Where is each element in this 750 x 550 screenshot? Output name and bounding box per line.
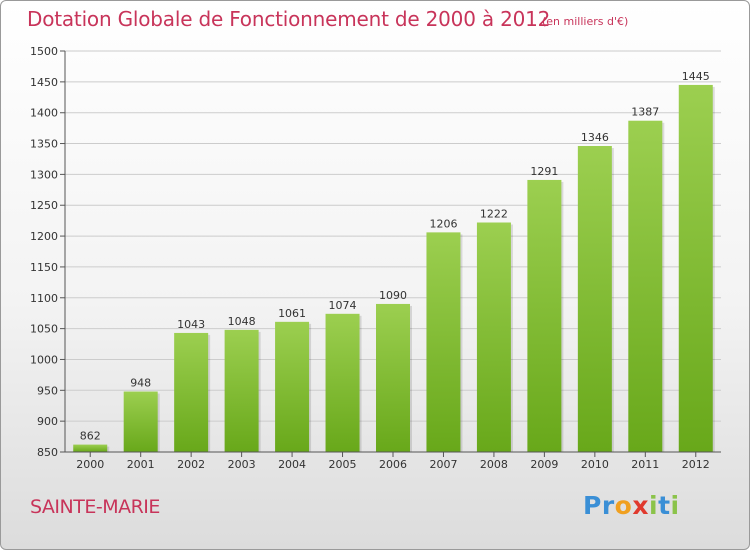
bar-2008: [476, 222, 511, 452]
x-tick-label: 2011: [631, 458, 659, 471]
bar-2006: [376, 303, 410, 452]
logo-letter: i: [649, 491, 659, 520]
y-tick-label: 1250: [30, 199, 58, 212]
bar-2007: [426, 232, 461, 452]
bar-2009: [527, 179, 562, 452]
y-tick-label: 1200: [30, 230, 58, 243]
data-label: 1090: [379, 289, 407, 302]
data-label: 1048: [228, 315, 256, 328]
y-tick-label: 1400: [30, 107, 58, 120]
y-tick-label: 1500: [30, 45, 58, 58]
commune-name: SAINTE-MARIE: [30, 496, 160, 518]
x-tick-label: 2000: [76, 458, 104, 471]
bar-2003: [224, 329, 259, 452]
data-label: 1061: [278, 307, 306, 320]
bars: [73, 84, 715, 452]
x-tick-label: 2004: [278, 458, 306, 471]
bar-2005: [325, 313, 360, 452]
data-label: 1074: [329, 299, 357, 312]
bar-2011: [628, 120, 663, 452]
y-tick-label: 1450: [30, 76, 58, 89]
x-tick-label: 2005: [329, 458, 357, 471]
data-label: 1346: [581, 131, 609, 144]
bar-2012: [678, 84, 713, 452]
chart-title: Dotation Globale de Fonctionnement de 20…: [27, 7, 551, 31]
x-axis-ticks: 2000 2001 2002 2003 2004 2005 2006 2007 2008 2009…: [76, 452, 710, 471]
bar-2004: [275, 321, 310, 452]
logo-letter: i: [670, 491, 680, 520]
data-labels: 862 948 1043 1048 1061 1074 1090 1206 1222 1291 13…: [80, 70, 710, 443]
bar-2010: [577, 146, 612, 452]
y-tick-label: 1100: [30, 292, 58, 305]
logo-letter: x: [632, 491, 649, 520]
data-label: 1291: [530, 165, 558, 178]
logo-letter: o: [614, 491, 633, 520]
data-label: 1206: [429, 217, 457, 230]
x-tick-label: 2001: [127, 458, 155, 471]
data-label: 1387: [631, 106, 659, 119]
data-label: 1043: [177, 318, 205, 331]
x-tick-label: 2009: [530, 458, 558, 471]
axes: [64, 51, 721, 453]
y-tick-label: 1300: [30, 168, 58, 181]
x-tick-label: 2008: [480, 458, 508, 471]
unit-note: (en milliers d'€): [542, 15, 629, 28]
x-tick-label: 2006: [379, 458, 407, 471]
proxiti-logo: Proxiti: [583, 491, 680, 520]
y-tick-label: 950: [37, 384, 58, 397]
x-tick-label: 2012: [682, 458, 710, 471]
x-tick-label: 2010: [581, 458, 609, 471]
data-label: 1222: [480, 208, 508, 221]
y-tick-label: 850: [37, 446, 58, 459]
logo-letter: t: [658, 491, 671, 520]
y-tick-label: 1050: [30, 323, 58, 336]
y-tick-label: 1350: [30, 138, 58, 151]
bar-2002: [174, 332, 209, 452]
x-tick-label: 2003: [228, 458, 256, 471]
data-label: 862: [80, 430, 101, 443]
bar-2001: [123, 391, 158, 452]
bar-2000: [73, 444, 108, 452]
x-tick-label: 2002: [177, 458, 205, 471]
data-label: 948: [130, 377, 151, 390]
logo-letter: r: [601, 491, 615, 520]
logo-letter: P: [583, 491, 602, 520]
data-label: 1445: [682, 70, 710, 83]
x-tick-label: 2007: [429, 458, 457, 471]
y-tick-label: 1000: [30, 353, 58, 366]
y-tick-label: 900: [37, 415, 58, 428]
y-tick-label: 1150: [30, 261, 58, 274]
y-axis-ticks: 850 900 950 1000 1050 1100 1150 1200 1250 1300 135…: [30, 45, 65, 459]
